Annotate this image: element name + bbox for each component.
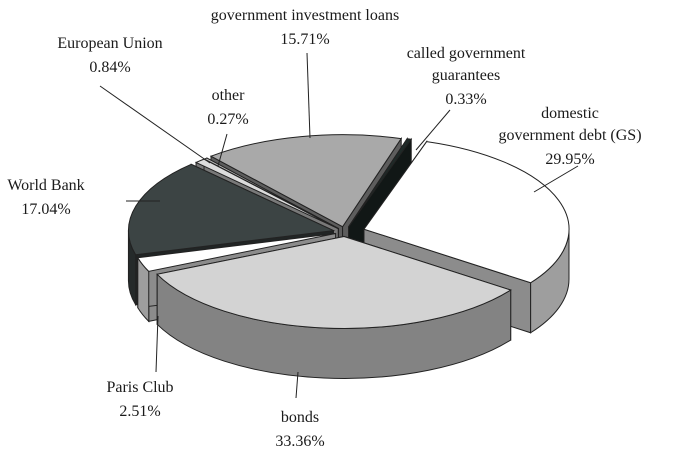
leader-line-government-investment-loans bbox=[306, 52, 311, 139]
slice-label-called-government-guarantees: called government guarantees bbox=[407, 45, 526, 84]
slice-value-domestic-government-debt-gs: 29.95% bbox=[545, 151, 594, 168]
slice-label-line: government debt (GS) bbox=[498, 127, 641, 144]
leader-line-other bbox=[217, 133, 228, 167]
slice-top bbox=[363, 141, 570, 284]
leader-line-bonds bbox=[295, 371, 299, 399]
slice-top bbox=[156, 235, 512, 329]
slice-label-world-bank: World Bank bbox=[7, 177, 84, 194]
slice-label-line: called government bbox=[407, 45, 526, 62]
slice-bonds bbox=[156, 235, 512, 379]
slice-label-line: guarantees bbox=[432, 67, 500, 84]
leader-line-european-union bbox=[99, 85, 211, 164]
slice-label-line: other bbox=[212, 87, 246, 104]
slice-top bbox=[127, 163, 336, 256]
pie-slices bbox=[127, 134, 570, 379]
slice-value-other: 0.27% bbox=[207, 111, 248, 128]
slice-label-european-union: European Union bbox=[57, 35, 162, 52]
leader-line-called-government-guarantees bbox=[415, 109, 451, 151]
leader-line-paris-club bbox=[155, 315, 159, 373]
slice-label-paris-club: Paris Club bbox=[106, 379, 173, 396]
slice-value-government-investment-loans: 15.71% bbox=[280, 31, 329, 48]
leader-lines bbox=[99, 52, 579, 399]
slice-top bbox=[209, 134, 403, 228]
slice-top bbox=[348, 138, 413, 228]
slice-value-bonds: 33.36% bbox=[275, 433, 324, 450]
slice-labels: domestic government debt (GS) 29.95% bonds 3… bbox=[7, 7, 641, 450]
slice-value-world-bank: 17.04% bbox=[21, 201, 70, 218]
slice-label-line: Paris Club bbox=[106, 379, 173, 396]
slice-value-called-government-guarantees: 0.33% bbox=[445, 91, 486, 108]
slice-value-european-union: 0.84% bbox=[89, 59, 130, 76]
slice-label-government-investment-loans: government investment loans bbox=[211, 7, 399, 24]
slice-label-bonds: bonds bbox=[281, 409, 319, 426]
slice-label-line: government investment loans bbox=[211, 7, 399, 24]
slice-top bbox=[136, 233, 336, 272]
slice-label-line: European Union bbox=[57, 35, 162, 52]
slice-label-domestic-government-debt-gs: domestic government debt (GS) bbox=[498, 105, 641, 144]
slice-value-paris-club: 2.51% bbox=[119, 403, 160, 420]
slice-label-line: bonds bbox=[281, 409, 319, 426]
slice-label-other: other bbox=[212, 87, 246, 104]
slice-label-line: domestic bbox=[541, 105, 599, 122]
leader-line-domestic-government-debt-gs bbox=[533, 165, 579, 193]
slice-label-line: World Bank bbox=[7, 177, 84, 194]
